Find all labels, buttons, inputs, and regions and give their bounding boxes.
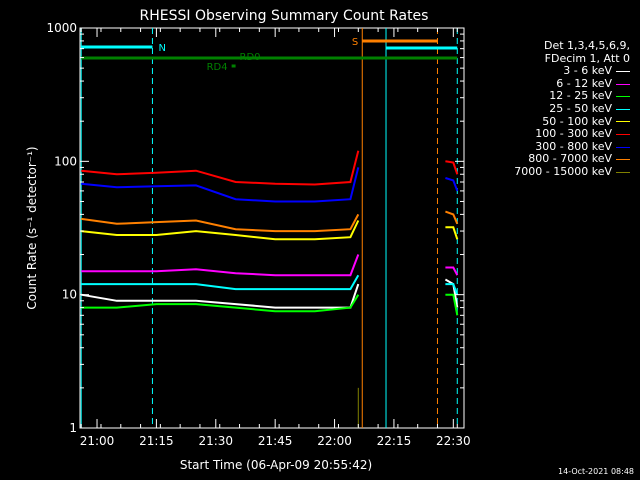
y-tick-label: 1000 bbox=[46, 21, 77, 35]
legend-swatch bbox=[616, 159, 630, 161]
x-tick-label: 21:00 bbox=[80, 434, 115, 448]
legend-swatch bbox=[616, 96, 630, 98]
series-line-8 bbox=[445, 210, 459, 225]
series-line-3 bbox=[445, 293, 459, 316]
vertical-markers bbox=[80, 28, 458, 428]
series-line-2 bbox=[81, 254, 360, 277]
x-tick-label: 21:45 bbox=[258, 434, 293, 448]
series-line-5 bbox=[445, 226, 459, 240]
series-line-7 bbox=[81, 167, 360, 203]
legend-label: 7000 - 15000 keV bbox=[514, 164, 612, 178]
legend-label: 6 - 12 keV bbox=[556, 76, 612, 90]
series-line-6 bbox=[445, 160, 459, 175]
series-line-8 bbox=[81, 213, 360, 233]
x-axis-label: Start Time (06-Apr-09 20:55:42) bbox=[180, 458, 372, 472]
legend-item: 50 - 100 keV bbox=[514, 114, 630, 129]
legend-item: 800 - 7000 keV bbox=[514, 153, 630, 166]
legend-item: 7000 - 15000 keV bbox=[514, 164, 630, 179]
legend-swatch bbox=[616, 133, 630, 135]
annotation-label: N bbox=[158, 43, 165, 54]
y-axis-label: Count Rate (s⁻¹ detector⁻¹) bbox=[25, 146, 39, 309]
x-tick-label: 21:30 bbox=[198, 434, 233, 448]
series-group bbox=[81, 150, 459, 428]
legend: Det 1,3,4,5,6,9, FDecim 1, Att 0 3 - 6 k… bbox=[514, 39, 630, 179]
x-tick-label: 22:15 bbox=[377, 434, 412, 448]
legend-item: 100 - 300 keV bbox=[514, 128, 630, 141]
legend-item: 300 - 800 keV bbox=[514, 139, 630, 154]
y-tick-label: 100 bbox=[54, 154, 77, 168]
series-line-5 bbox=[81, 220, 360, 241]
legend-swatch bbox=[616, 108, 630, 110]
legend-label: 50 - 100 keV bbox=[542, 114, 612, 128]
annotation-label: S bbox=[352, 37, 358, 48]
series-line-2 bbox=[445, 266, 459, 276]
plot-frame bbox=[79, 27, 465, 429]
legend-header-line-1: Det 1,3,4,5,6,9, bbox=[543, 39, 630, 52]
legend-swatch bbox=[616, 83, 630, 85]
legend-label: 300 - 800 keV bbox=[535, 139, 612, 153]
legend-swatch bbox=[616, 70, 630, 72]
legend-label: 12 - 25 keV bbox=[549, 89, 612, 103]
legend-label: 100 - 300 keV bbox=[535, 127, 612, 141]
legend-item: 25 - 50 keV bbox=[514, 101, 630, 116]
x-tick-label: 21:15 bbox=[139, 434, 174, 448]
series-line-3 bbox=[81, 294, 360, 313]
footer-date: 14-Oct-2021 08:48 bbox=[558, 467, 634, 476]
legend-label: 800 - 7000 keV bbox=[528, 152, 612, 166]
x-tick-label: 22:00 bbox=[317, 434, 352, 448]
annotation-label: RD4 bbox=[207, 62, 228, 73]
legend-swatch bbox=[616, 171, 630, 173]
legend-swatch bbox=[616, 146, 630, 148]
legend-header-line-2: FDecim 1, Att 0 bbox=[544, 51, 630, 65]
x-tick-label: 22:30 bbox=[436, 434, 471, 448]
y-tick-label: 1 bbox=[69, 421, 77, 435]
y-tick-label: 10 bbox=[62, 288, 77, 302]
legend-item: 3 - 6 keV bbox=[514, 65, 630, 78]
annotation-bars: N S RD0 RD4 bbox=[81, 37, 458, 73]
legend-item: 6 - 12 keV bbox=[514, 76, 630, 91]
legend-label: 25 - 50 keV bbox=[549, 101, 612, 115]
series-line-6 bbox=[81, 150, 360, 186]
series-line-4 bbox=[445, 283, 459, 296]
series-line-1 bbox=[81, 283, 360, 309]
legend-swatch bbox=[616, 121, 630, 123]
legend-item: 12 - 25 keV bbox=[514, 90, 630, 103]
legend-items: 3 - 6 keV 6 - 12 keV 12 - 25 keV 25 - 50 ke… bbox=[514, 65, 630, 178]
axis-ticks: 1 10 100 1000 21:00 21:15 21:30 21:45 22:00 22:15… bbox=[46, 21, 470, 448]
series-line-4 bbox=[81, 274, 360, 291]
chart-title: RHESSI Observing Summary Count Rates bbox=[140, 8, 429, 24]
series-line-7 bbox=[445, 177, 459, 192]
legend-label: 3 - 6 keV bbox=[563, 64, 612, 78]
plot-border bbox=[79, 27, 465, 429]
annotation-label: RD0 bbox=[240, 52, 261, 63]
